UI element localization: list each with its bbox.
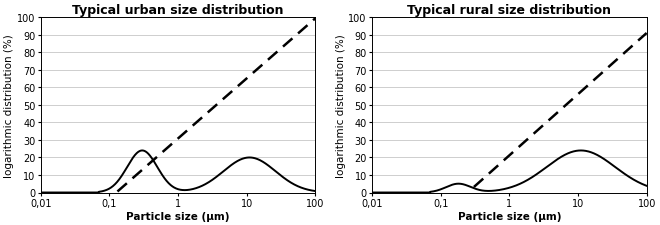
X-axis label: Particle size (μm): Particle size (μm) bbox=[457, 211, 561, 221]
Y-axis label: logarithmic distribution (%): logarithmic distribution (%) bbox=[4, 34, 14, 177]
Y-axis label: logarithmic distribution (%): logarithmic distribution (%) bbox=[335, 34, 346, 177]
Title: Typical rural size distribution: Typical rural size distribution bbox=[407, 4, 611, 17]
Title: Typical urban size distribution: Typical urban size distribution bbox=[73, 4, 284, 17]
X-axis label: Particle size (μm): Particle size (μm) bbox=[126, 211, 230, 221]
